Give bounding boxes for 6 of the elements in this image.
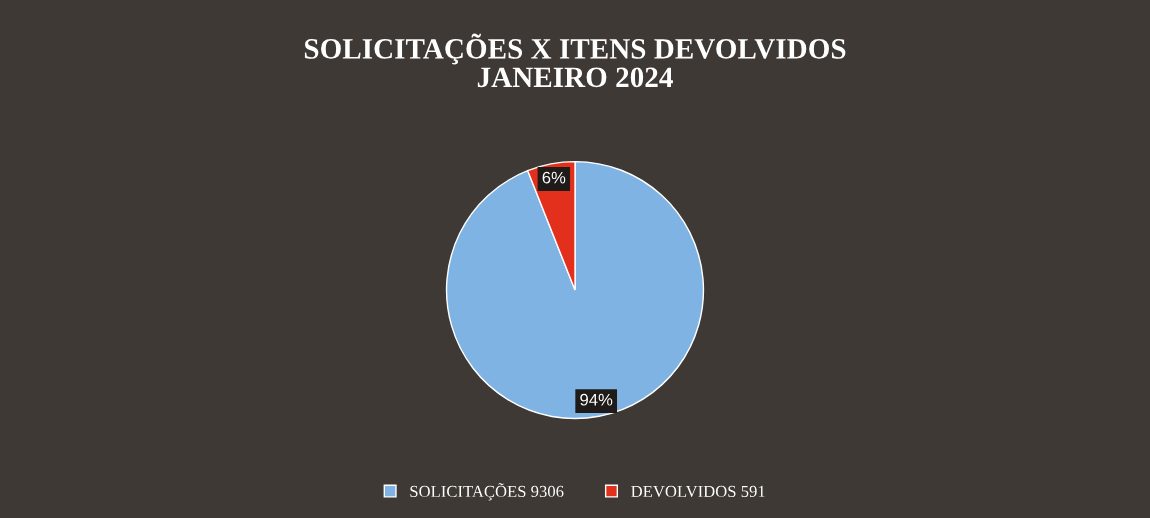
data-label: 6% <box>542 171 566 184</box>
chart-title: SOLICITAÇÕES X ITENS DEVOLVIDOS JANEIRO 2024 <box>304 33 846 88</box>
legend-label: SOLICITAÇÕES 9306 <box>410 482 564 501</box>
legend-label: DEVOLVIDOS 591 <box>631 485 765 498</box>
data-label: 94% <box>580 393 613 406</box>
pie-slice <box>445 160 705 420</box>
